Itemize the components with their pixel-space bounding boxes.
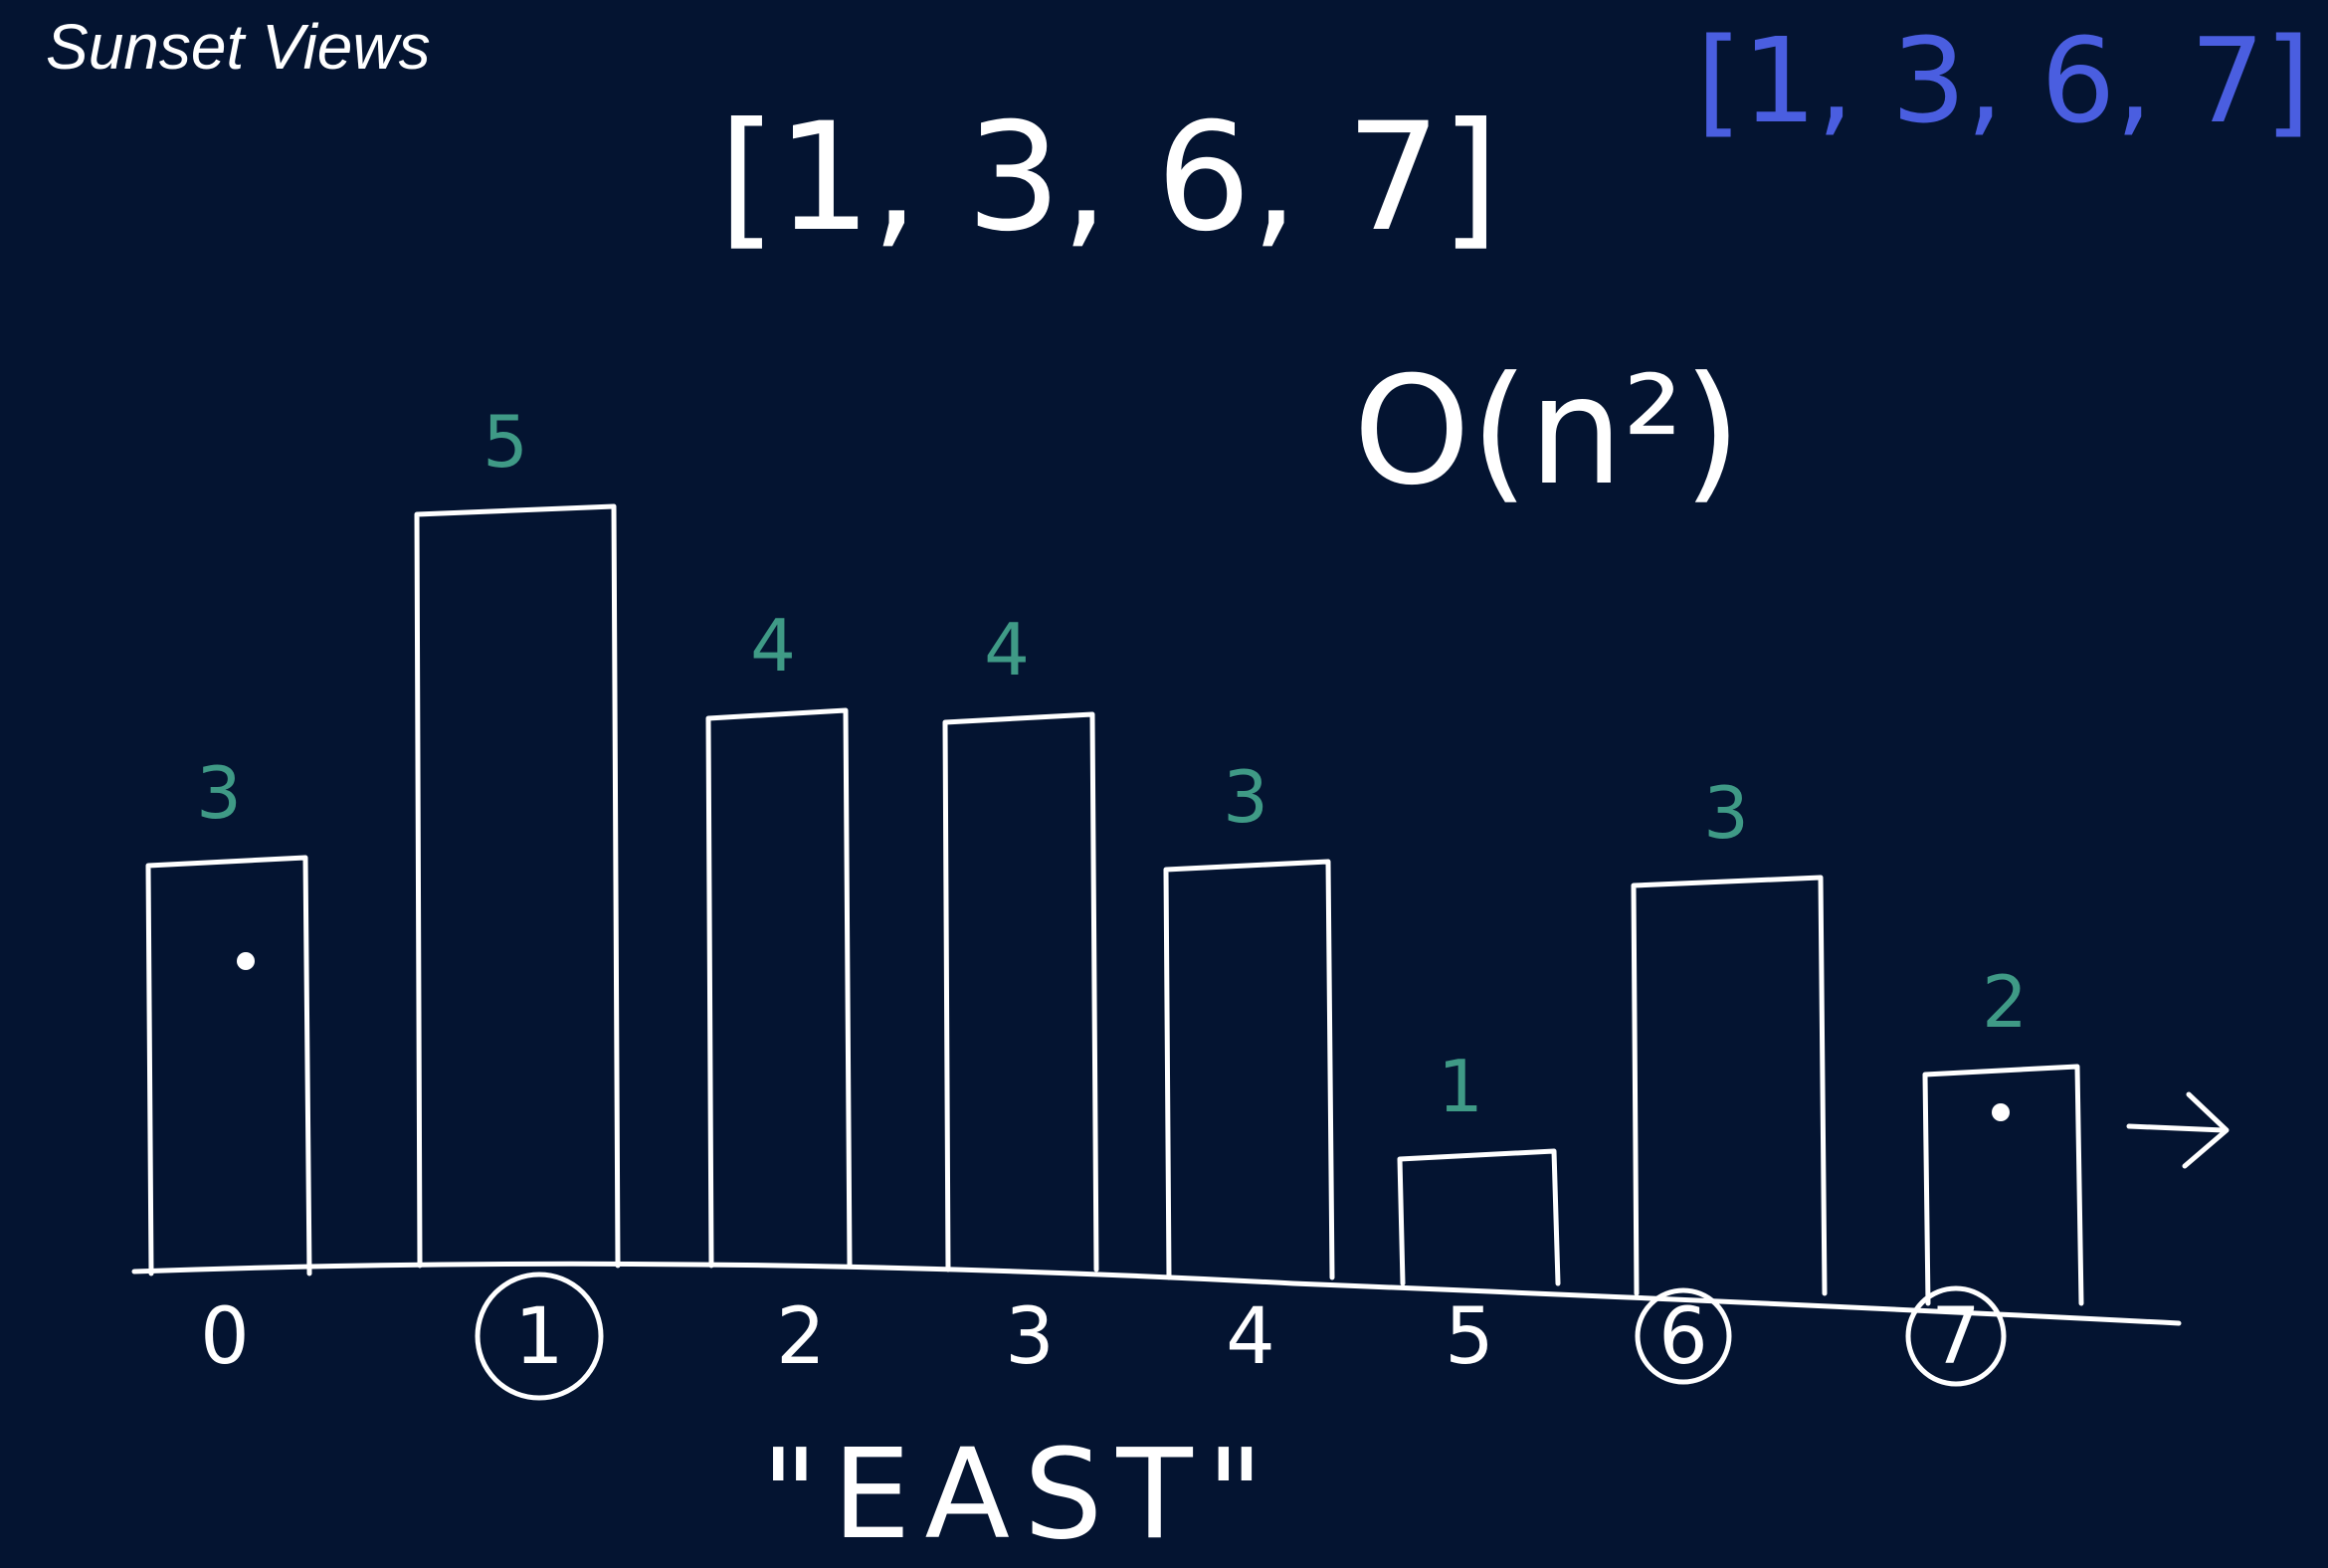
direction-label: "EAST" (761, 1423, 1277, 1567)
building-bar (705, 707, 853, 1269)
index-label: 6 (1658, 1292, 1708, 1382)
answer-array-white: [1, 3, 6, 7] (718, 92, 1499, 265)
east-arrow-icon (2126, 1091, 2230, 1169)
index-label: 1 (514, 1292, 564, 1382)
index-label: 5 (1445, 1292, 1494, 1382)
index-circle (475, 1272, 604, 1401)
complexity-note: O(n²) (1353, 345, 1741, 518)
index-circle (1905, 1285, 2007, 1387)
index-label: 2 (776, 1292, 826, 1382)
building-bar (1631, 875, 1828, 1296)
building-bar (1922, 1064, 2084, 1306)
pointer-dot (237, 952, 255, 970)
building-bar (145, 855, 312, 1276)
building-bar (414, 503, 621, 1269)
height-label: 2 (1982, 960, 2028, 1044)
index-label: 3 (1005, 1292, 1055, 1382)
index-label: 0 (200, 1292, 250, 1382)
index-label: 4 (1226, 1292, 1275, 1382)
page-title: Sunset Views (46, 11, 431, 83)
height-label: 3 (196, 751, 242, 835)
height-label: 4 (750, 604, 796, 687)
building-bar (942, 711, 1099, 1273)
index-circle (1635, 1287, 1732, 1385)
height-label: 5 (483, 400, 528, 484)
building-bar (1397, 1148, 1561, 1286)
height-label: 4 (984, 608, 1030, 691)
ground-line (131, 1261, 2182, 1326)
height-label: 3 (1223, 755, 1268, 839)
index-label: 7 (1931, 1292, 1981, 1382)
height-label: 3 (1703, 771, 1749, 855)
answer-array-blue: [1, 3, 6, 7] (1696, 12, 2310, 149)
building-bar (1163, 859, 1335, 1280)
pointer-dot (1992, 1103, 2010, 1121)
height-label: 1 (1438, 1045, 1483, 1128)
buildings: 3 0 5 1 4 2 4 3 3 4 1 5 3 6 2 7 (145, 400, 2084, 1401)
